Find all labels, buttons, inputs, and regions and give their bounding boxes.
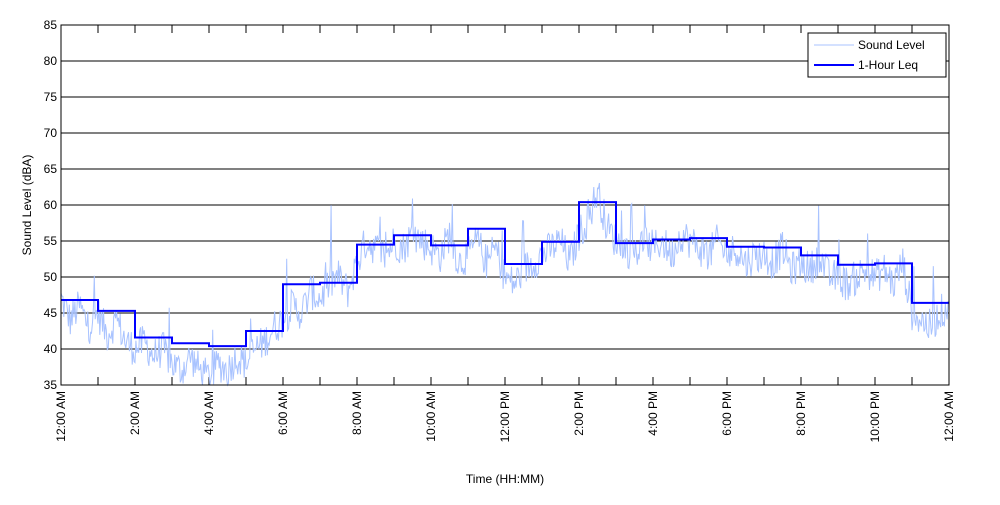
x-tick-label: 6:00 PM xyxy=(720,391,734,436)
series-line-sound-level xyxy=(60,182,949,387)
y-tick-labels: 35 40 45 50 55 60 65 70 75 80 85 xyxy=(44,18,58,392)
x-tick-label: 10:00 AM xyxy=(424,391,438,442)
x-tick-label: 2:00 PM xyxy=(572,391,586,436)
y-tick-label: 55 xyxy=(44,234,58,248)
grid-lines xyxy=(61,60,949,350)
x-tick-label: 8:00 PM xyxy=(794,391,808,436)
y-tick-label: 60 xyxy=(44,198,58,212)
y-axis-label: Sound Level (dBA) xyxy=(20,155,34,256)
x-tick-label: 6:00 AM xyxy=(276,391,290,435)
x-tick-label: 4:00 AM xyxy=(202,391,216,435)
y-tick-label: 35 xyxy=(44,378,58,392)
y-tick-label: 40 xyxy=(44,342,58,356)
y-tick-label: 50 xyxy=(44,270,58,284)
series-line-leq xyxy=(61,201,949,348)
legend: Sound Level 1-Hour Leq xyxy=(807,32,947,78)
legend-box xyxy=(807,32,947,78)
x-tick-label: 2:00 AM xyxy=(128,391,142,435)
series-lines xyxy=(60,182,949,387)
y-tick-label: 75 xyxy=(44,90,58,104)
x-tick-label: 10:00 PM xyxy=(868,391,882,442)
x-tick-label: 12:00 AM xyxy=(54,391,68,442)
x-axis-label: Time (HH:MM) xyxy=(466,472,544,486)
x-tick-label: 12:00 PM xyxy=(498,391,512,442)
axis-ticks xyxy=(97,25,913,385)
x-tick-label: 4:00 PM xyxy=(646,391,660,436)
legend-label-sound-level: Sound Level xyxy=(858,38,925,52)
x-tick-label: 8:00 AM xyxy=(350,391,364,435)
plot-frame xyxy=(60,24,950,386)
y-tick-label: 70 xyxy=(44,126,58,140)
x-tick-label: 12:00 AM xyxy=(942,391,956,442)
y-tick-label: 65 xyxy=(44,162,58,176)
y-tick-label: 80 xyxy=(44,54,58,68)
x-tick-labels: 12:00 AM 2:00 AM 4:00 AM 6:00 AM 8:00 AM 10:0… xyxy=(54,391,956,442)
y-tick-label: 85 xyxy=(44,18,58,32)
y-tick-label: 45 xyxy=(44,306,58,320)
legend-label-leq: 1-Hour Leq xyxy=(858,58,918,72)
